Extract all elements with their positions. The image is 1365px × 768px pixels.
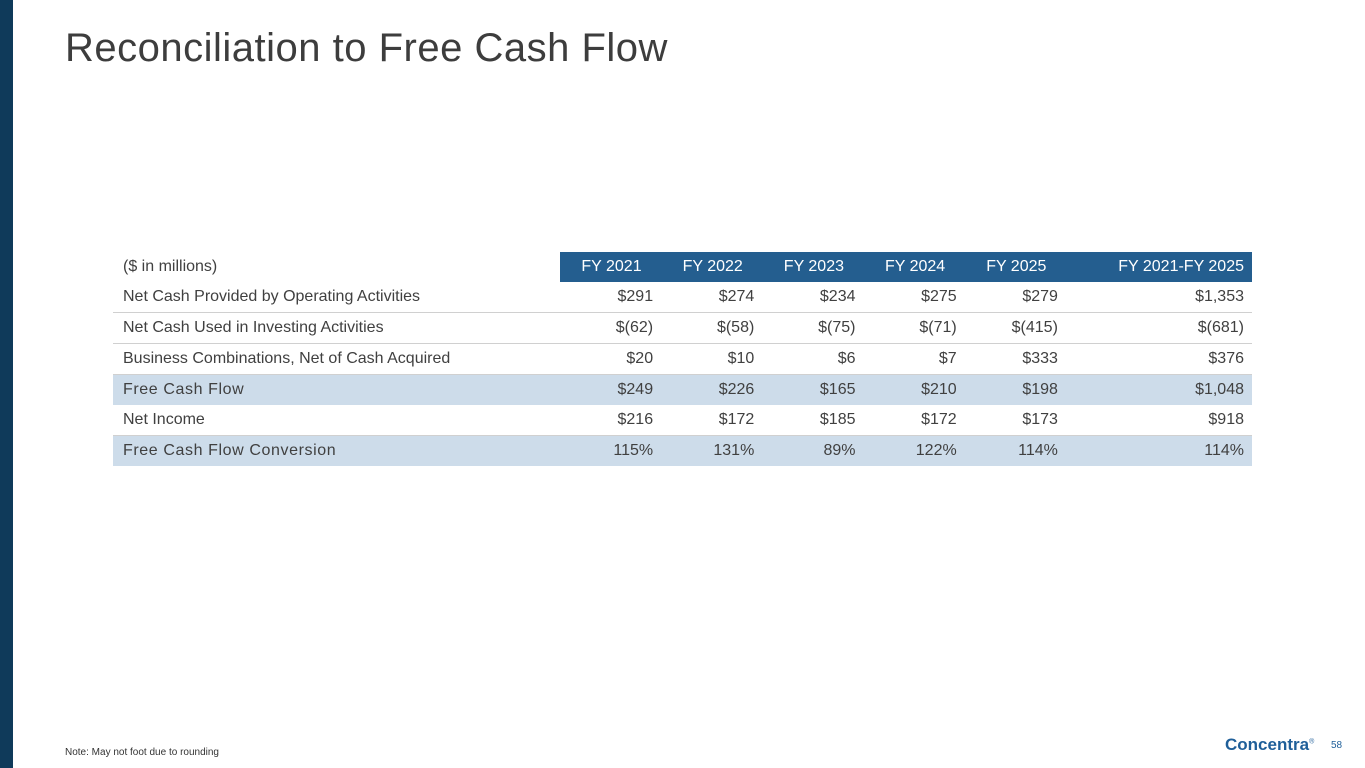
cell: $(681) [1065, 312, 1252, 344]
table-row: Net Cash Provided by Operating Activitie… [113, 282, 1252, 313]
cell: $226 [661, 374, 763, 405]
cell: $198 [964, 374, 1066, 405]
column-header: FY 2025 [964, 252, 1066, 282]
cell: $20 [559, 343, 662, 375]
column-header: FY 2023 [762, 252, 864, 282]
column-header: FY 2021 [559, 252, 662, 282]
table-row: Business Combinations, Net of Cash Acqui… [113, 343, 1252, 375]
cell: $274 [661, 282, 763, 313]
cell: $10 [661, 343, 763, 375]
row-label: Business Combinations, Net of Cash Acqui… [113, 343, 560, 375]
cell: 122% [863, 435, 965, 466]
cell: $210 [863, 374, 965, 405]
column-header: ($ in millions) [113, 252, 560, 282]
table-head: ($ in millions) FY 2021 FY 2022 FY 2023 FY 2… [113, 252, 1252, 282]
cell: $165 [762, 374, 864, 405]
cell: $(75) [762, 312, 864, 344]
cell: $(415) [964, 312, 1066, 344]
cell: $918 [1065, 405, 1252, 436]
side-bar [0, 0, 13, 768]
cell: $376 [1065, 343, 1252, 375]
cell: $172 [863, 405, 965, 436]
logo-text: Concentra [1225, 735, 1310, 754]
cell: $7 [863, 343, 965, 375]
cell: $291 [559, 282, 662, 313]
column-header: FY 2021-FY 2025 [1065, 252, 1252, 282]
table-row: Free Cash Flow $249 $226 $165 $210 $198 $1,048 [113, 374, 1252, 405]
row-label: Free Cash Flow Conversion [113, 435, 560, 466]
cell: 115% [559, 435, 662, 466]
cell: $333 [964, 343, 1066, 375]
cell: $1,353 [1065, 282, 1252, 313]
table-body: Net Cash Provided by Operating Activitie… [113, 282, 1252, 466]
cell: $172 [661, 405, 763, 436]
cell: $216 [559, 405, 662, 436]
cell: $(58) [661, 312, 763, 344]
cell: $249 [559, 374, 662, 405]
footnote: Note: May not foot due to rounding [65, 747, 219, 758]
slide-title: Reconciliation to Free Cash Flow [65, 26, 668, 70]
table-row: Free Cash Flow Conversion 115% 131% 89% 122%… [113, 435, 1252, 466]
table-row: Net Income $216 $172 $185 $172 $173 $918 [113, 405, 1252, 436]
page-number: 58 [1331, 740, 1343, 751]
cell: $185 [762, 405, 864, 436]
cell: $(62) [559, 312, 662, 344]
logo: Concentra® [1225, 735, 1314, 755]
cell: $275 [863, 282, 965, 313]
row-label: Net Cash Provided by Operating Activitie… [113, 282, 560, 313]
cell: 114% [1065, 435, 1252, 466]
cell: 114% [964, 435, 1066, 466]
column-header: FY 2024 [863, 252, 965, 282]
cell: $234 [762, 282, 864, 313]
cell: $6 [762, 343, 864, 375]
cash-flow-table: ($ in millions) FY 2021 FY 2022 FY 2023 FY 2… [113, 252, 1252, 466]
cell: 131% [661, 435, 763, 466]
logo-mark: ® [1309, 738, 1315, 746]
cell: $173 [964, 405, 1066, 436]
cell: 89% [762, 435, 864, 466]
row-label: Free Cash Flow [113, 374, 560, 405]
row-label: Net Income [113, 405, 560, 436]
row-label: Net Cash Used in Investing Activities [113, 312, 560, 344]
header-row: ($ in millions) FY 2021 FY 2022 FY 2023 FY 2… [113, 252, 1252, 282]
cell: $1,048 [1065, 374, 1252, 405]
column-header: FY 2022 [661, 252, 763, 282]
cell: $279 [964, 282, 1066, 313]
cell: $(71) [863, 312, 965, 344]
table-row: Net Cash Used in Investing Activities $(6… [113, 312, 1252, 344]
